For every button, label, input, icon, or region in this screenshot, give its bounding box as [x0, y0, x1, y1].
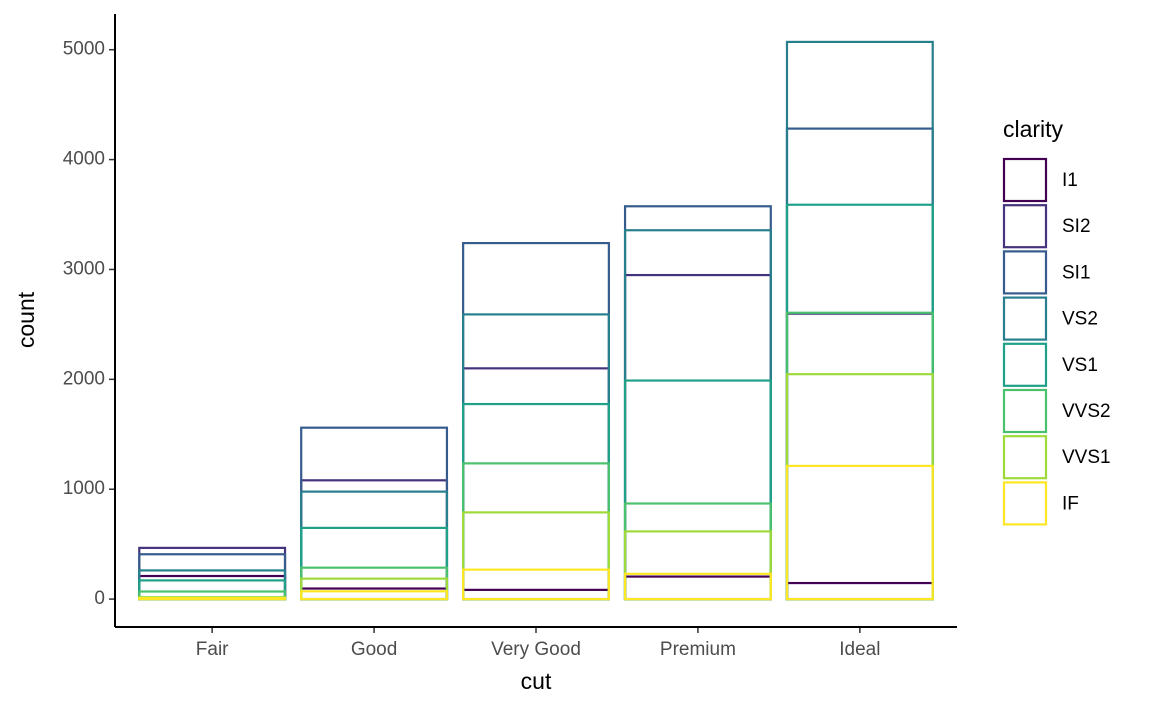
legend-label: I1: [1062, 170, 1078, 191]
bar: [300, 587, 449, 601]
bar: [462, 462, 610, 601]
bar: [300, 566, 449, 601]
legend-key: [1002, 435, 1048, 480]
legend-key: [1002, 157, 1048, 203]
legend-key: [1002, 250, 1048, 295]
bar: [462, 588, 610, 601]
x-tick-label: Fair: [196, 639, 229, 660]
bar: [462, 511, 610, 601]
x-axis-title: cut: [521, 668, 552, 694]
legend-title: clarity: [1003, 116, 1064, 142]
legend-key: [1002, 342, 1048, 387]
bar: [623, 502, 772, 601]
legend-label: SI2: [1062, 216, 1091, 237]
bar: [623, 229, 772, 601]
bar: [623, 205, 772, 601]
bar: [300, 590, 449, 601]
x-tick-label: Ideal: [839, 639, 880, 660]
legend-label: VS2: [1062, 309, 1098, 330]
bar: [462, 241, 610, 601]
bar: [623, 572, 772, 601]
legend-key: [1002, 388, 1048, 434]
bar: [785, 40, 934, 601]
bar: [300, 426, 449, 601]
bar: [300, 479, 449, 601]
y-tick-label: 2000: [63, 368, 105, 389]
bar: [785, 312, 934, 601]
legend-label: VVS2: [1062, 401, 1111, 422]
y-tick-label: 1000: [63, 478, 105, 499]
bar: [785, 127, 934, 601]
y-tick-label: 5000: [63, 39, 105, 60]
legend-key: [1002, 481, 1048, 526]
bar: [785, 203, 934, 601]
y-tick-label: 0: [94, 588, 105, 609]
legend-label: SI1: [1062, 262, 1091, 283]
legend-label: VVS1: [1062, 447, 1111, 468]
bar: [623, 575, 772, 601]
y-tick-label: 3000: [63, 258, 105, 279]
x-tick-label: Good: [351, 639, 397, 660]
legend-label: IF: [1062, 493, 1079, 514]
x-tick-label: Premium: [660, 639, 736, 660]
legend-key: [1002, 204, 1048, 249]
bar: [300, 490, 449, 601]
bar: [785, 464, 934, 601]
bar: [785, 311, 934, 601]
y-tick-label: 4000: [63, 149, 105, 170]
y-axis-title: count: [13, 291, 39, 348]
bar: [623, 530, 772, 601]
bar: [623, 379, 772, 601]
bar: [785, 581, 934, 601]
bar: [462, 313, 610, 601]
bar: [462, 568, 610, 601]
bar: [623, 273, 772, 601]
legend-key: [1002, 296, 1048, 341]
x-tick-label: Very Good: [491, 639, 581, 660]
bar: [138, 597, 287, 601]
bar: [785, 373, 934, 601]
legend-label: VS1: [1062, 355, 1098, 376]
bar: [138, 569, 287, 601]
